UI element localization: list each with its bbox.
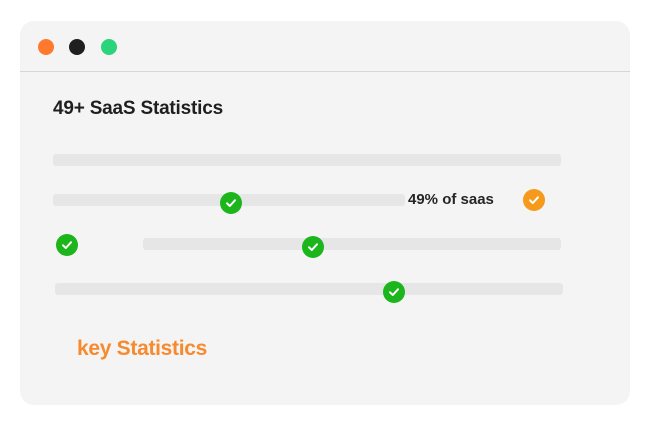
- checkmark-icon: [56, 234, 78, 256]
- checkmark-icon: [302, 236, 324, 258]
- checkmark-icon: [523, 189, 545, 211]
- placeholder-bar: [55, 283, 563, 295]
- window-close-dot[interactable]: [38, 39, 54, 55]
- key-statistics-heading: key Statistics: [77, 337, 208, 360]
- browser-window: 49+ SaaS Statistics 49% of saas key Stat…: [20, 21, 630, 405]
- window-maximize-dot[interactable]: [101, 39, 117, 55]
- placeholder-bar: [53, 154, 561, 166]
- placeholder-bar: [143, 238, 561, 250]
- stat-label: 49% of saas: [408, 191, 494, 208]
- page-title: 49+ SaaS Statistics: [53, 98, 223, 119]
- window-minimize-dot[interactable]: [69, 39, 85, 55]
- checkmark-icon: [383, 281, 405, 303]
- checkmark-icon: [220, 192, 242, 214]
- window-titlebar: [20, 21, 630, 72]
